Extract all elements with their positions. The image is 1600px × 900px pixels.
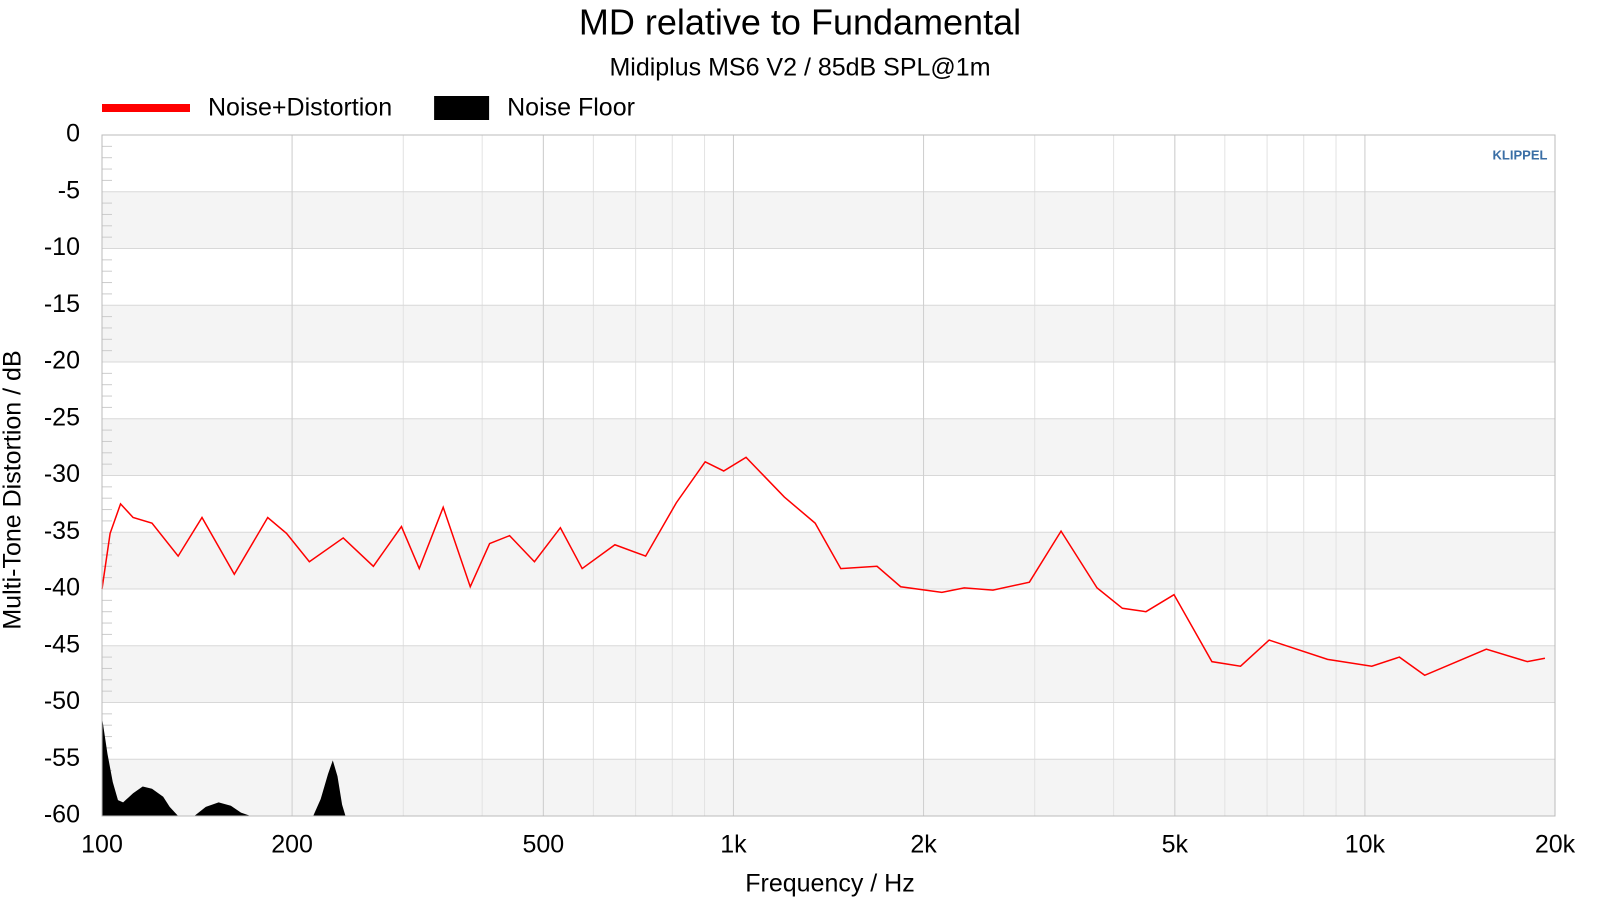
y-tick-label: -25 (44, 403, 80, 431)
y-tick-label: -30 (44, 460, 80, 488)
watermark: KLIPPEL (1493, 147, 1548, 162)
x-axis-label: Frequency / Hz (745, 870, 915, 898)
x-tick-label: 200 (271, 831, 313, 859)
band (102, 759, 1555, 816)
y-tick-label: -10 (44, 233, 80, 261)
noise-floor-area (102, 717, 346, 816)
band (102, 418, 1555, 476)
chart-subtitle: Midiplus MS6 V2 / 85dB SPL@1m (609, 54, 990, 82)
y-tick-label: -60 (44, 801, 80, 829)
legend-label: Noise Floor (507, 94, 635, 122)
x-tick-label: 10k (1345, 831, 1386, 859)
x-tick-label: 1k (720, 831, 747, 859)
band (102, 305, 1555, 362)
band (102, 645, 1555, 703)
y-tick-label: -45 (44, 630, 80, 658)
y-tick-label: -15 (44, 290, 80, 318)
x-tick-label: 20k (1535, 831, 1576, 859)
x-tick-label: 500 (523, 831, 565, 859)
y-tick-label: -40 (44, 574, 80, 602)
y-axis-label: Multi-Tone Distortion / dB (0, 350, 27, 629)
x-tick-label: 100 (81, 831, 123, 859)
chart-title: MD relative to Fundamental (579, 2, 1021, 43)
y-tick-label: -55 (44, 744, 80, 772)
band (102, 191, 1555, 249)
band (102, 532, 1555, 589)
legend-swatch (102, 104, 190, 112)
legend-label: Noise+Distortion (208, 94, 392, 122)
y-tick-label: 0 (66, 120, 80, 148)
y-tick-label: -20 (44, 347, 80, 375)
legend-swatch (434, 96, 490, 120)
y-tick-label: -50 (44, 687, 80, 715)
plot-frame (101, 134, 1556, 817)
data-line (101, 456, 1546, 677)
x-tick-label: 5k (1162, 831, 1189, 859)
x-tick-label: 2k (910, 831, 937, 859)
y-tick-label: -35 (44, 517, 80, 545)
y-tick-label: -5 (58, 176, 80, 204)
